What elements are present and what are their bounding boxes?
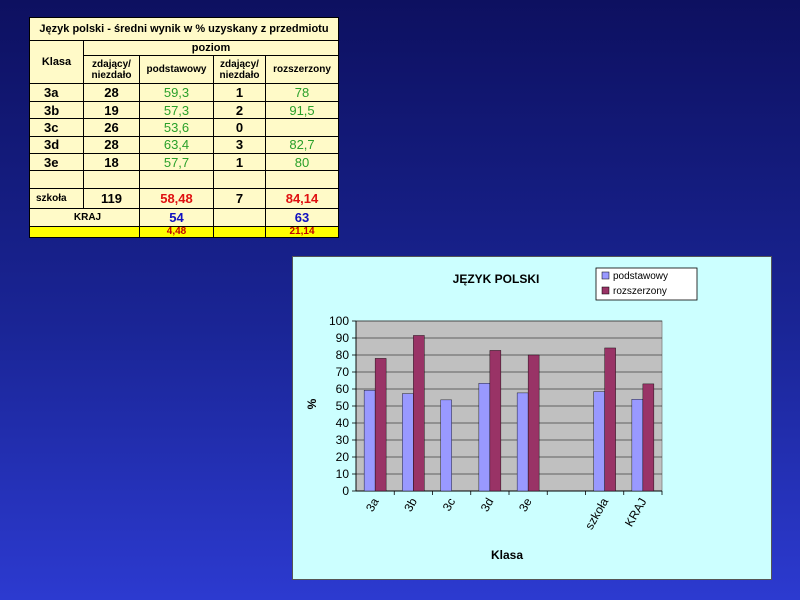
cell-klasa: 3a <box>29 83 84 102</box>
y-tick-label: 90 <box>336 331 350 345</box>
header-zdajacy-1: zdający/ niezdało <box>83 54 140 85</box>
cell-kraj-label: KRAJ <box>29 208 140 227</box>
y-tick-label: 20 <box>336 450 350 464</box>
legend-box <box>595 267 698 301</box>
cell-zdajacy: 1 <box>213 153 266 172</box>
cell-rozszerzony <box>265 118 339 137</box>
legend-swatch-podstawowy <box>601 271 610 280</box>
bar-rozszerzony <box>374 358 387 492</box>
table-row: 3d 28 63,4 3 82,7 <box>29 135 339 155</box>
cell-rozszerzony: 91,5 <box>265 100 339 120</box>
cell-klasa: 3d <box>29 135 84 155</box>
x-tick-label: 3e <box>516 495 535 514</box>
y-tick-label: 70 <box>336 365 350 379</box>
y-tick-label: 30 <box>336 433 350 447</box>
bar-podstawowy <box>478 383 491 492</box>
x-tick-label: 3a <box>363 495 382 514</box>
cell-podstawowy: 57,3 <box>139 100 214 120</box>
x-tick-label: 3c <box>440 496 458 514</box>
cell-rozszerzony: 82,7 <box>265 135 339 155</box>
header-podstawowy: podstawowy <box>139 54 214 85</box>
y-tick-label: 50 <box>336 399 350 413</box>
cell-podstawowy: 53,6 <box>139 118 214 137</box>
cell-podstawowy: 58,48 <box>139 187 214 210</box>
bar-podstawowy <box>440 399 452 492</box>
legend-label-rozszerzony: rozszerzony <box>613 286 667 297</box>
x-tick-label: szkoła <box>582 495 611 532</box>
cell-diff-rozszerzony: 21,14 <box>265 225 339 239</box>
cell-rozszerzony: 84,14 <box>265 187 339 210</box>
legend-label-podstawowy: podstawowy <box>613 271 668 282</box>
y-axis-label: % <box>305 398 319 409</box>
bar-chart: JĘZYK POLSKI Klasa % podstawowy rozszerz… <box>305 267 698 562</box>
cell-podstawowy: 59,3 <box>139 83 214 102</box>
results-table: Język polski - średni wynik w % uzyskany… <box>29 17 339 239</box>
cell-zdajacy: 3 <box>213 135 266 155</box>
y-tick-label: 100 <box>329 314 349 328</box>
bar-podstawowy <box>516 392 529 492</box>
bar-podstawowy <box>631 398 644 492</box>
cell-klasa: szkoła <box>29 187 84 210</box>
cell-podstawowy: 57,7 <box>139 153 214 172</box>
table-title: Język polski - średni wynik w % uzyskany… <box>29 17 339 41</box>
table-row: 3e 18 57,7 1 80 <box>29 153 339 172</box>
table-row: 3b 19 57,3 2 91,5 <box>29 100 339 120</box>
header-poziom: poziom <box>83 39 339 56</box>
cell-podstawowy: 54 <box>139 208 214 227</box>
table-row-diff: 4,48 21,14 <box>29 225 339 239</box>
x-tick-label: 3d <box>478 496 497 515</box>
chart-title: JĘZYK POLSKI <box>453 272 540 286</box>
cell-zdajacy: 28 <box>83 83 140 102</box>
table-row-empty <box>29 170 339 189</box>
legend: podstawowy rozszerzony <box>595 267 698 301</box>
bar-podstawowy <box>363 389 376 492</box>
x-tick-label: KRAJ <box>622 496 649 530</box>
cell-zdajacy: 1 <box>213 83 266 102</box>
y-tick-label: 0 <box>342 484 349 498</box>
cell-zdajacy: 19 <box>83 100 140 120</box>
bar-rozszerzony <box>527 354 540 492</box>
header-klasa: Klasa <box>29 39 84 85</box>
cell-klasa: 3c <box>29 118 84 137</box>
cell-zdajacy: 28 <box>83 135 140 155</box>
header-zdajacy-2: zdający/ niezdało <box>213 54 266 85</box>
legend-swatch-rozszerzony <box>601 286 610 295</box>
bar-podstawowy <box>402 393 414 492</box>
bar-podstawowy <box>593 391 605 492</box>
y-tick-label: 60 <box>336 382 350 396</box>
cell-rozszerzony: 63 <box>265 208 339 227</box>
y-tick-label: 10 <box>336 467 350 481</box>
cell-klasa: 3e <box>29 153 84 172</box>
cell-rozszerzony: 78 <box>265 83 339 102</box>
header-rozszerzony: rozszerzony <box>265 54 339 85</box>
cell-diff-podstawowy: 4,48 <box>139 225 214 239</box>
table-row: 3a 28 59,3 1 78 <box>29 83 339 102</box>
cell-zdajacy: 26 <box>83 118 140 137</box>
cell-zdajacy: 0 <box>213 118 266 137</box>
x-axis-label: Klasa <box>491 548 523 562</box>
bar-rozszerzony <box>413 335 425 492</box>
cell-klasa: 3b <box>29 100 84 120</box>
chart-panel: JĘZYK POLSKI Klasa % podstawowy rozszerz… <box>292 256 772 580</box>
y-tick-label: 40 <box>336 416 350 430</box>
cell-zdajacy: 18 <box>83 153 140 172</box>
bar-rozszerzony <box>642 383 655 492</box>
table-row-kraj: KRAJ 54 63 <box>29 208 339 227</box>
cell-podstawowy: 63,4 <box>139 135 214 155</box>
cell-zdajacy: 119 <box>83 187 140 210</box>
bar-rozszerzony <box>489 350 502 492</box>
y-tick-label: 80 <box>336 348 350 362</box>
cell-rozszerzony: 80 <box>265 153 339 172</box>
table-row: 3c 26 53,6 0 <box>29 118 339 137</box>
bar-rozszerzony <box>604 347 616 492</box>
table-row-szkola: szkoła 119 58,48 7 84,14 <box>29 187 339 210</box>
cell-zdajacy: 7 <box>213 187 266 210</box>
x-tick-label: 3b <box>401 495 420 514</box>
cell-zdajacy: 2 <box>213 100 266 120</box>
